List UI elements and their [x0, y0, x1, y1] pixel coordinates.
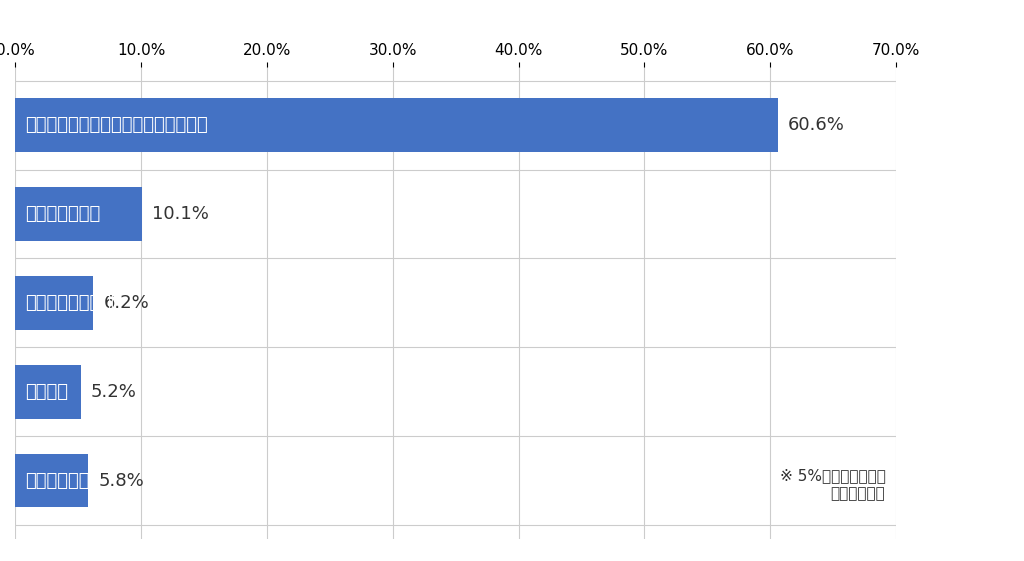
Bar [15, 187, 142, 241]
Text: オプション変更: オプション変更 [26, 472, 100, 490]
Text: 5.8%: 5.8% [98, 472, 144, 490]
Text: 10.1%: 10.1% [153, 205, 209, 223]
Text: ※ 5%超の回答を抜粹
（複数回答）: ※ 5%超の回答を抜粹 （複数回答） [779, 468, 886, 501]
Text: 料金プラン変更: 料金プラン変更 [26, 205, 100, 223]
Text: 端末購入・機種変更: 端末購入・機種変更 [26, 294, 122, 312]
Text: 新規契約: 新規契約 [26, 383, 69, 401]
Bar [15, 98, 778, 152]
Text: 難しい、分かりづらい手続はなかった: 難しい、分かりづらい手続はなかった [26, 116, 208, 134]
Bar [15, 454, 88, 508]
Text: 6.2%: 6.2% [103, 294, 150, 312]
Text: 60.6%: 60.6% [787, 116, 845, 134]
Bar [15, 365, 81, 419]
Text: 5.2%: 5.2% [91, 383, 137, 401]
Bar [15, 276, 93, 330]
